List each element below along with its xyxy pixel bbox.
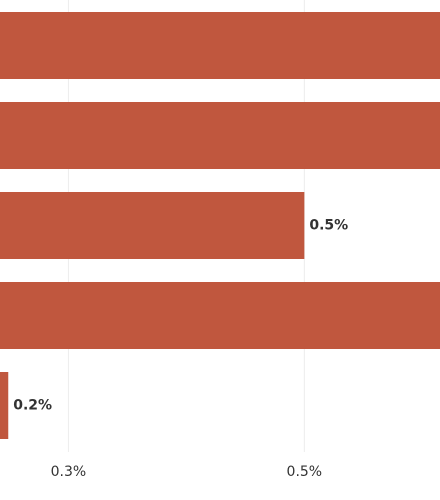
bar xyxy=(0,372,9,439)
value-label: 0.5% xyxy=(309,218,348,234)
x-tick-label: 0.5% xyxy=(287,464,323,480)
bar xyxy=(0,12,440,79)
bar xyxy=(0,192,305,259)
bar xyxy=(0,102,440,169)
bar xyxy=(0,282,440,349)
value-label: 0.2% xyxy=(13,398,52,414)
x-tick-label: 0.3% xyxy=(51,464,87,480)
